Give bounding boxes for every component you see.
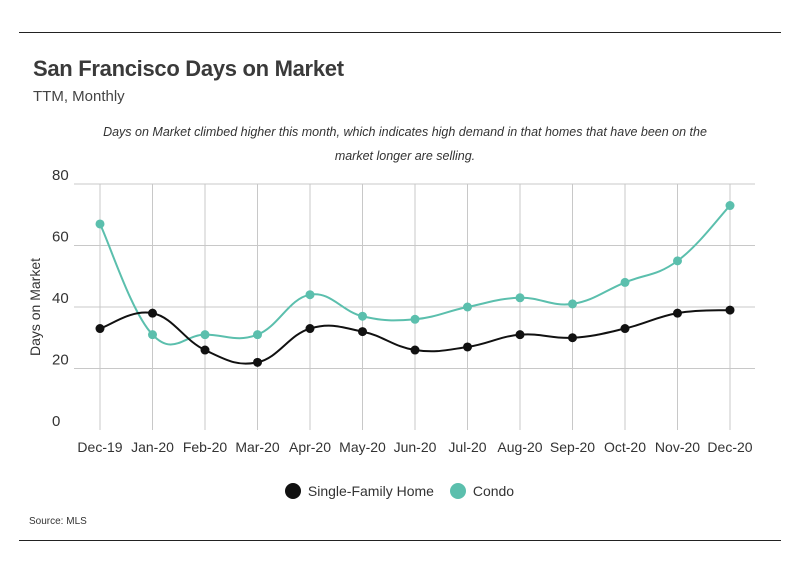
x-tick-label: Mar-20 <box>235 439 280 455</box>
data-point-single-family <box>620 324 630 334</box>
data-point-single-family <box>673 308 682 318</box>
legend-swatch-single-family <box>284 483 301 499</box>
line-chart: 0 20 40 60 80 Dec-19 Jan-20 Feb-20 Mar-20 Apr-20 M… <box>27 167 755 455</box>
data-point-single-family <box>515 330 525 340</box>
data-point-condo <box>673 256 682 266</box>
data-point-single-family <box>148 308 157 318</box>
chart-legend: Single-Family Home Condo <box>0 483 799 502</box>
chart-subtitle: TTM, Monthly <box>33 88 125 105</box>
chart-annotation: Days on Market climbed higher this month… <box>103 125 707 163</box>
data-point-single-family <box>305 324 315 334</box>
y-tick-label: 80 <box>52 167 69 184</box>
data-point-condo <box>725 201 735 211</box>
data-point-single-family <box>725 305 735 315</box>
x-tick-label: Aug-20 <box>497 439 542 455</box>
data-point-single-family <box>95 324 105 334</box>
data-point-single-family <box>253 357 262 367</box>
x-tick-label: Jan-20 <box>131 439 174 455</box>
data-point-single-family <box>200 345 210 355</box>
x-tick-label: Dec-19 <box>77 439 122 455</box>
data-point-condo <box>253 330 262 340</box>
x-tick-label: Apr-20 <box>289 439 331 455</box>
data-point-condo <box>305 290 315 300</box>
x-tick-label: Sep-20 <box>550 439 595 455</box>
chart-title: San Francisco Days on Market <box>33 56 344 81</box>
data-point-condo <box>515 293 525 303</box>
x-tick-label: Jul-20 <box>448 439 486 455</box>
data-point-condo <box>200 330 210 340</box>
data-point-condo <box>148 330 157 340</box>
y-tick-label: 40 <box>52 290 69 307</box>
data-point-condo <box>410 314 420 324</box>
source-note: Source: MLS <box>29 516 87 527</box>
data-point-single-family <box>410 345 420 355</box>
data-point-condo <box>358 311 367 321</box>
legend-item-condo: Condo <box>449 483 515 499</box>
x-tick-label: Dec-20 <box>707 439 752 455</box>
legend-swatch-condo <box>449 483 466 499</box>
data-point-condo <box>568 299 577 309</box>
data-point-condo <box>463 302 472 312</box>
legend-label-single-family: Single-Family Home <box>307 483 434 499</box>
y-tick-label: 20 <box>52 352 69 369</box>
x-tick-label: Feb-20 <box>183 439 228 455</box>
x-tick-label: Oct-20 <box>604 439 646 455</box>
data-point-condo <box>95 219 105 229</box>
x-tick-label: Jun-20 <box>394 439 437 455</box>
y-tick-label: 60 <box>52 229 69 246</box>
legend-label-condo: Condo <box>472 483 515 499</box>
data-point-single-family <box>568 333 577 343</box>
y-axis-title: Days on Market <box>27 258 43 356</box>
x-tick-label: May-20 <box>339 439 386 455</box>
data-point-single-family <box>358 327 367 337</box>
legend-item-single-family: Single-Family Home <box>284 483 434 499</box>
x-tick-label: Nov-20 <box>655 439 700 455</box>
data-point-single-family <box>463 342 472 352</box>
top-rule <box>19 32 781 33</box>
y-tick-label: 0 <box>52 413 60 430</box>
data-point-condo <box>620 277 630 287</box>
bottom-rule <box>19 540 781 541</box>
